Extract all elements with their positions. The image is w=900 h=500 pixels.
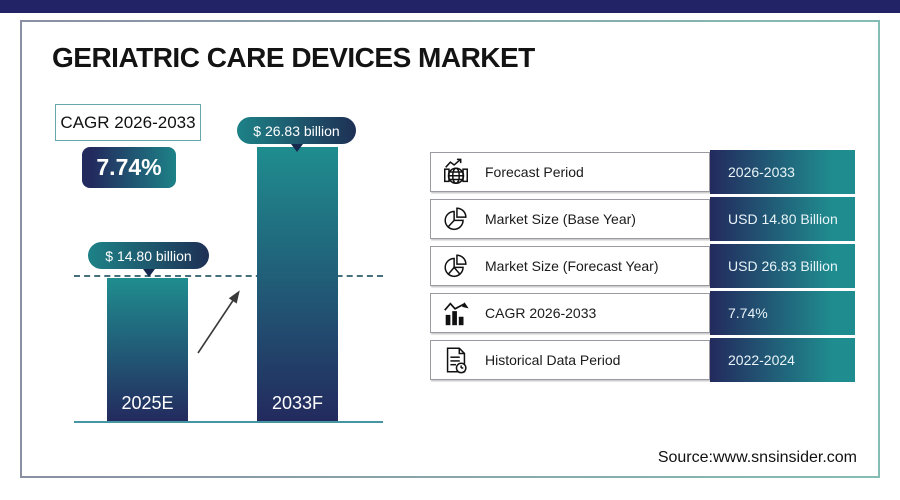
bar-2033: 2033F [257, 147, 338, 422]
page-title: GERIATRIC CARE DEVICES MARKET [52, 42, 535, 73]
cagr-value-badge: 7.74% [82, 147, 176, 188]
chart-baseline [74, 421, 383, 423]
pie-chart-exploded-icon [444, 254, 467, 278]
document-clock-icon [446, 347, 467, 374]
table-row: Historical Data Period 2022-2024 [430, 338, 855, 382]
bar-2033-value-text: $ 26.83 billion [253, 122, 340, 139]
bar-2033-value-pill: $ 26.83 billion [237, 117, 356, 152]
table-value: 7.74% [728, 305, 768, 321]
table-value-cell: USD 26.83 Billion [710, 244, 855, 288]
source-attribution: Source:www.snsinsider.com [657, 449, 857, 466]
pie-chart-icon [444, 207, 467, 231]
table-value-cell: 2026-2033 [710, 150, 855, 194]
bar-2025: 2025E [107, 278, 188, 422]
pill-pointer-icon [290, 144, 303, 152]
table-value-cell: USD 14.80 Billion [710, 197, 855, 241]
cagr-period-box: CAGR 2026-2033 [55, 104, 201, 141]
pill-pointer-icon [142, 269, 155, 277]
table-row: CAGR 2026-2033 7.74% [430, 291, 855, 335]
bar-2025-value-text: $ 14.80 billion [105, 247, 192, 264]
table-label-cell: Forecast Period [430, 152, 710, 192]
table-row: Market Size (Forecast Year) USD 26.83 Bi… [430, 244, 855, 288]
table-label: Market Size (Forecast Year) [485, 258, 659, 274]
table-label-cell: Market Size (Forecast Year) [430, 246, 710, 286]
table-value: 2022-2024 [728, 352, 795, 368]
cagr-period-label: CAGR 2026-2033 [60, 112, 196, 132]
globe-growth-icon [444, 158, 468, 184]
table-label-cell: Market Size (Base Year) [430, 199, 710, 239]
table-label: Forecast Period [485, 164, 584, 180]
bar-chart-trend-icon [444, 302, 469, 326]
table-label: CAGR 2026-2033 [485, 305, 597, 321]
table-label-cell: Historical Data Period [430, 340, 710, 380]
top-accent-bar [0, 0, 900, 13]
table-label: Historical Data Period [485, 352, 621, 368]
bar-2033-category-label: 2033F [271, 393, 324, 413]
bar-2025-category-label: 2025E [121, 393, 174, 413]
table-value: USD 26.83 Billion [728, 258, 838, 274]
bar-2025-value-pill: $ 14.80 billion [88, 242, 209, 277]
table-value: 2026-2033 [728, 164, 795, 180]
table-value-cell: 2022-2024 [710, 338, 855, 382]
table-label-cell: CAGR 2026-2033 [430, 293, 710, 333]
table-row: Forecast Period 2026-2033 [430, 150, 855, 194]
cagr-value-text: 7.74% [96, 154, 162, 180]
table-value: USD 14.80 Billion [728, 211, 838, 227]
table-label: Market Size (Base Year) [485, 211, 636, 227]
market-spec-table: Forecast Period 2026-2033 Market Size (B… [430, 150, 855, 385]
table-row: Market Size (Base Year) USD 14.80 Billio… [430, 197, 855, 241]
reference-dashed-line [74, 275, 383, 277]
table-value-cell: 7.74% [710, 291, 855, 335]
growth-arrow-icon [197, 290, 240, 354]
